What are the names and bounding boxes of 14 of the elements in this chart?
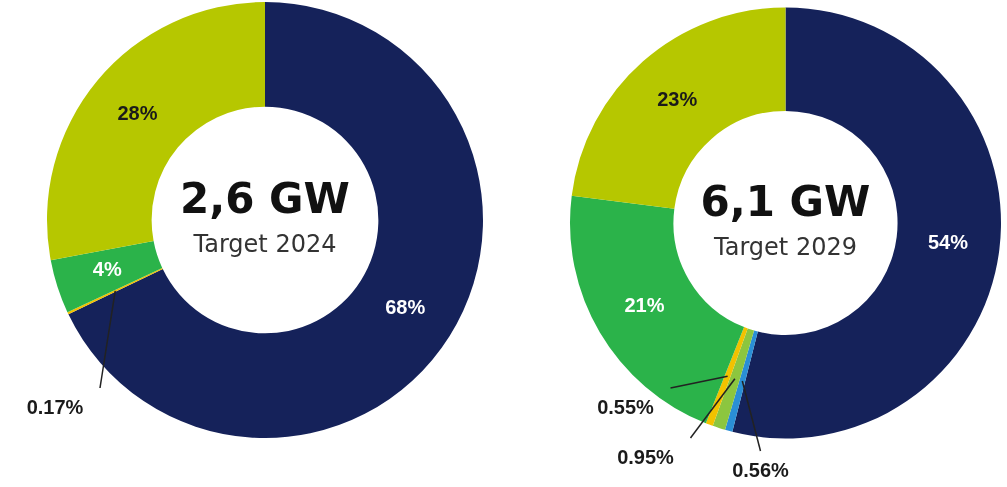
text: 6,1 GW bbox=[700, 176, 871, 226]
data-label: 54% bbox=[927, 230, 969, 253]
data-label: 0.55% bbox=[597, 395, 655, 418]
data-label: 23% bbox=[657, 87, 698, 110]
data-label: 68% bbox=[385, 295, 426, 318]
data-label: 0.17% bbox=[26, 395, 84, 418]
data-label: 4% bbox=[92, 258, 122, 281]
data-label: 21% bbox=[624, 293, 665, 316]
data-label: 28% bbox=[117, 101, 158, 124]
text: 2,6 GW bbox=[180, 173, 350, 223]
text: Target 2029 bbox=[713, 233, 857, 262]
data-label: 0.95% bbox=[617, 445, 675, 468]
data-label: 0.56% bbox=[732, 458, 790, 481]
text: Target 2024 bbox=[192, 230, 337, 259]
